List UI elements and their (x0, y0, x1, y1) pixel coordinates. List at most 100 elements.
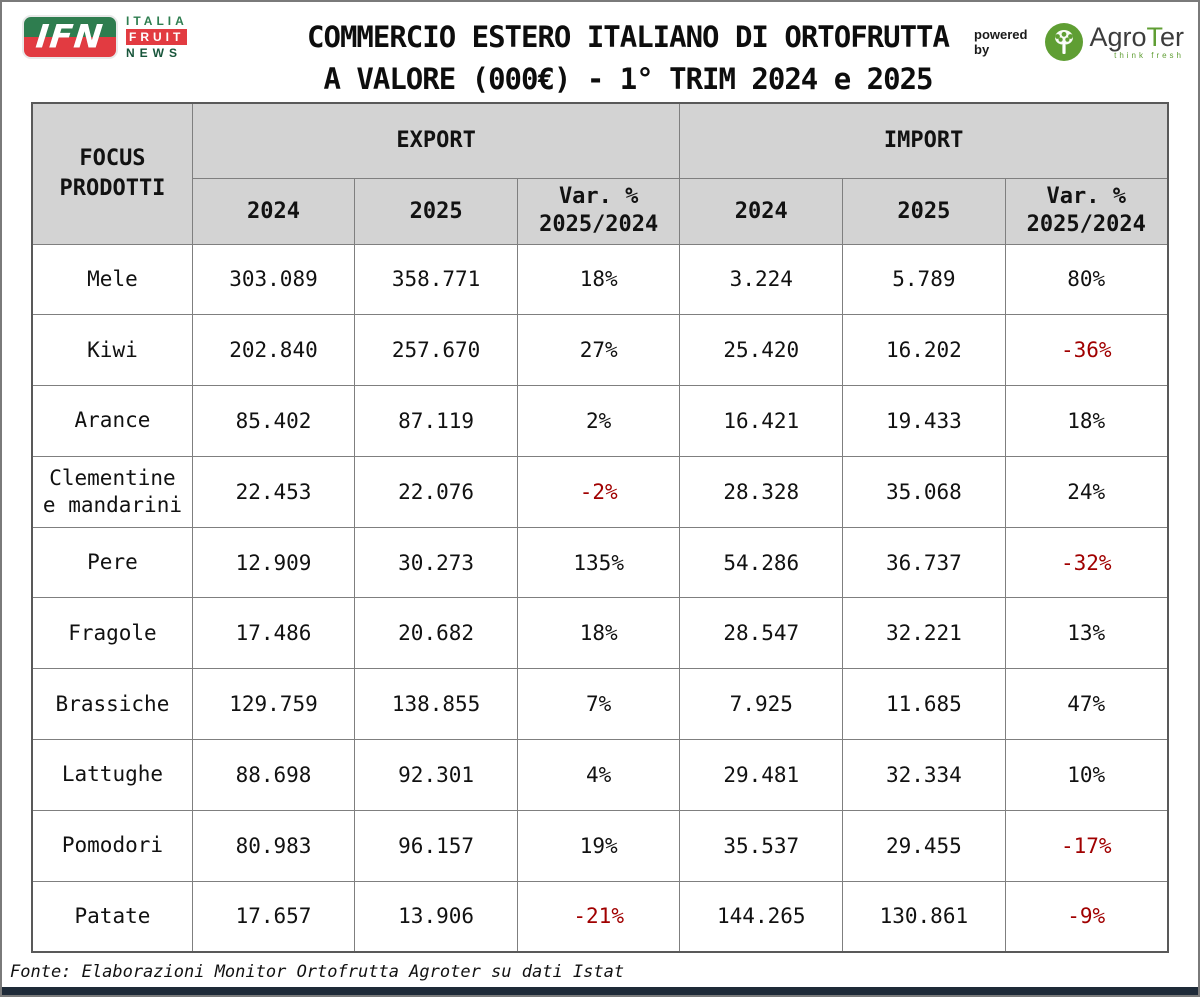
import-2024-value: 16.421 (679, 385, 844, 457)
table-row: Arance 85.402 87.119 2% 16.421 19.433 18… (31, 385, 1169, 457)
import-2025-value: 5.789 (842, 243, 1006, 316)
year-header-row: 2024 2025 Var. % 2025/2024 2024 2025 Var… (32, 177, 1169, 245)
import-2024-value: 28.328 (679, 455, 844, 528)
import-var-header-line2: 2025/2024 (1026, 212, 1146, 237)
import-2024-value: 54.286 (679, 526, 844, 599)
export-2025-value: 358.771 (354, 243, 518, 316)
ifn-news-label: NEWS (126, 46, 182, 60)
export-2024-value: 303.089 (191, 243, 356, 316)
export-var-value: 4% (516, 739, 681, 811)
export-2025-value: 92.301 (354, 739, 518, 811)
export-var-header-line2: 2025/2024 (539, 212, 659, 237)
export-2024-value: 17.657 (191, 880, 356, 953)
export-2024-value: 202.840 (191, 314, 356, 387)
export-var-value: 18% (516, 597, 681, 670)
agroter-wordmark: AgroTer think fresh (1089, 24, 1184, 60)
import-var-value: 10% (1004, 739, 1169, 811)
export-2024-value: 129.759 (191, 668, 356, 741)
import-var-header: Var. % 2025/2024 (1004, 177, 1169, 245)
product-name: Patate (31, 880, 193, 953)
table-row: Pere 12.909 30.273 135% 54.286 36.737 -3… (31, 526, 1169, 599)
export-var-value: -2% (516, 455, 681, 528)
agroter-logo: AgroTer think fresh (1044, 22, 1184, 62)
export-var-value: 19% (516, 809, 681, 882)
import-2025-value: 11.685 (842, 668, 1006, 741)
export-2024-value: 12.909 (191, 526, 356, 599)
import-var-value: 80% (1004, 243, 1169, 316)
import-2024-value: 29.481 (679, 739, 844, 811)
export-group-header: EXPORT (191, 102, 681, 179)
source-note: Fonte: Elaborazioni Monitor Ortofrutta A… (10, 962, 625, 982)
table-row: Pomodori 80.983 96.157 19% 35.537 29.455… (31, 809, 1169, 882)
export-var-value: 7% (516, 668, 681, 741)
export-var-value: 135% (516, 526, 681, 599)
export-2025-value: 20.682 (354, 597, 518, 670)
table-row: Clementine e mandarini 22.453 22.076 -2%… (31, 455, 1169, 528)
import-var-value: -36% (1004, 314, 1169, 387)
focus-prodotti-header: FOCUS PRODOTTI (31, 102, 193, 245)
export-var-header: Var. % 2025/2024 (516, 177, 681, 245)
import-var-value: 47% (1004, 668, 1169, 741)
agroter-agro: Agro (1089, 22, 1147, 52)
export-2025-value: 13.906 (354, 880, 518, 953)
ifn-italia-label: ITALIA (126, 14, 188, 28)
import-2025-value: 32.221 (842, 597, 1006, 670)
export-var-value: -21% (516, 880, 681, 953)
import-2025-value: 36.737 (842, 526, 1006, 599)
import-2025-value: 16.202 (842, 314, 1006, 387)
agroter-t: T (1146, 22, 1160, 52)
export-2025-value: 257.670 (354, 314, 518, 387)
title-line-1: COMMERCIO ESTERO ITALIANO DI ORTOFRUTTA (307, 20, 950, 54)
export-2025-header: 2025 (354, 177, 518, 245)
export-var-value: 18% (516, 243, 681, 316)
trade-table: FOCUS PRODOTTI EXPORT IMPORT 2024 2025 V… (31, 102, 1169, 953)
bottom-bar (2, 987, 1198, 995)
import-var-value: -9% (1004, 880, 1169, 953)
product-name: Lattughe (31, 739, 193, 811)
export-2024-value: 22.453 (191, 455, 356, 528)
powered-by-label: powered by (974, 27, 1028, 57)
table-head: FOCUS PRODOTTI EXPORT IMPORT 2024 2025 V… (31, 102, 1169, 245)
product-name: Brassiche (31, 668, 193, 741)
export-2024-value: 17.486 (191, 597, 356, 670)
import-2025-value: 29.455 (842, 809, 1006, 882)
title-line-2: A VALORE (000€) - 1° TRIM 2024 e 2025 (323, 62, 933, 96)
table-row: Lattughe 88.698 92.301 4% 29.481 32.334 … (31, 739, 1169, 811)
agroter-er: er (1159, 22, 1184, 52)
import-var-value: 13% (1004, 597, 1169, 670)
product-name: Pomodori (31, 809, 193, 882)
import-2024-value: 3.224 (679, 243, 844, 316)
product-name: Fragole (31, 597, 193, 670)
powered-by-block: powered by AgroTer thi (974, 22, 1184, 62)
export-2025-value: 22.076 (354, 455, 518, 528)
table-row: Patate 17.657 13.906 -21% 144.265 130.86… (31, 880, 1169, 953)
import-2024-value: 7.925 (679, 668, 844, 741)
import-2024-header: 2024 (679, 177, 844, 245)
agroter-tree-icon (1045, 23, 1084, 61)
import-2025-value: 32.334 (842, 739, 1006, 811)
import-var-header-line1: Var. % (1046, 184, 1126, 209)
import-var-value: -32% (1004, 526, 1169, 599)
import-2025-header: 2025 (842, 177, 1006, 245)
import-2024-value: 144.265 (679, 880, 844, 953)
export-var-value: 27% (516, 314, 681, 387)
import-var-value: 18% (1004, 385, 1169, 457)
table-body: Mele 303.089 358.771 18% 3.224 5.789 80%… (31, 243, 1169, 953)
import-2024-value: 28.547 (679, 597, 844, 670)
import-group-header: IMPORT (679, 102, 1169, 179)
table-row: Brassiche 129.759 138.855 7% 7.925 11.68… (31, 668, 1169, 741)
import-2024-value: 35.537 (679, 809, 844, 882)
group-header-row: FOCUS PRODOTTI EXPORT IMPORT (31, 102, 1169, 245)
import-2025-value: 19.433 (842, 385, 1006, 457)
export-var-value: 2% (516, 385, 681, 457)
product-name: Kiwi (31, 314, 193, 387)
import-2024-value: 25.420 (679, 314, 844, 387)
product-name: Arance (31, 385, 193, 457)
export-2024-value: 80.983 (191, 809, 356, 882)
export-var-header-line1: Var. % (558, 184, 639, 209)
ifn-logo: IFN ITALIA FRUIT NEWS (22, 14, 282, 60)
product-name: Pere (31, 526, 193, 599)
import-2025-value: 35.068 (842, 455, 1006, 528)
export-2025-value: 138.855 (354, 668, 518, 741)
page-title: COMMERCIO ESTERO ITALIANO DI ORTOFRUTTA … (282, 12, 974, 100)
